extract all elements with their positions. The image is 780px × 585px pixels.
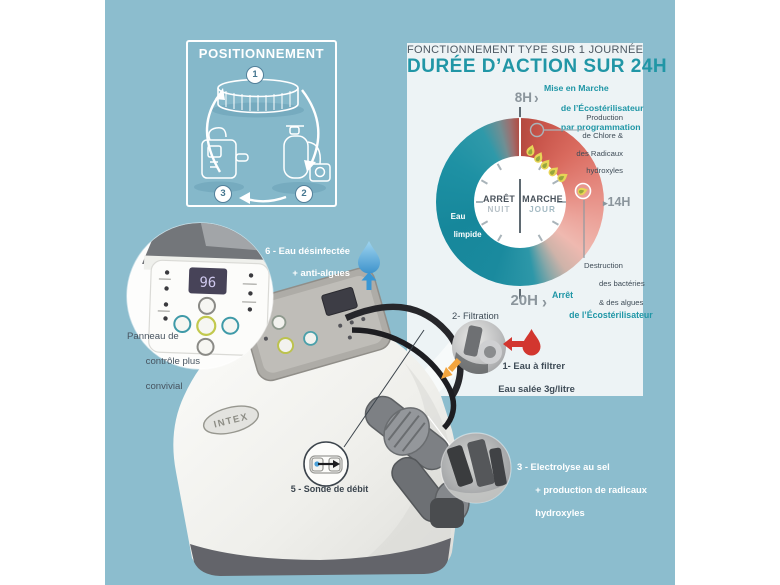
chevron-icon: ›: [534, 88, 539, 108]
control-panel-label: Panneau de contrôle plus convivial: [127, 331, 200, 394]
dial-tick: [557, 201, 566, 203]
water-in-label: 1- Eau à filtrer Eau salée 3g/litre: [480, 360, 575, 394]
water-in-line: Eau salée 3g/litre: [498, 382, 575, 394]
filter-inset: [452, 320, 506, 374]
electrolysis-inset: [440, 432, 512, 504]
water-in-line: 1- Eau à filtrer: [502, 360, 565, 371]
output-cable: [351, 327, 457, 430]
flame-icon: [534, 152, 543, 163]
console-display: [321, 287, 358, 316]
dial-label-jour: JOUR: [529, 204, 556, 214]
inset-button: [196, 337, 215, 356]
flow-sensor-label: 5 - Sonde de débit: [290, 484, 369, 494]
start-line: Mise en Marche: [544, 83, 609, 93]
cycle-arrowheads: [215, 88, 316, 204]
inset-display-value: 96: [199, 275, 216, 292]
production-line: hydroxyles: [586, 166, 623, 176]
panel-label-line: Panneau de: [127, 331, 179, 342]
salt-water-drop-icon: [522, 329, 541, 356]
panel-title: DURÉE D’ACTION SUR 24H: [407, 56, 668, 77]
badge-3: 3: [214, 185, 232, 203]
time-20h: 20H: [510, 292, 538, 309]
chevron-icon: ›: [542, 291, 547, 312]
power-cable: [344, 303, 464, 398]
console-button: [271, 315, 287, 330]
control-panel-inset: 96: [126, 222, 274, 370]
time-8h: 8H: [514, 90, 532, 105]
flame-icon: [557, 173, 568, 183]
drop-icon: [314, 461, 320, 467]
flame-icon: [526, 144, 535, 156]
electrolysis-line: hydroxyles: [535, 507, 585, 519]
flame-icon: [540, 159, 550, 170]
electrolysis-line: 3 - Electrolyse au sel: [517, 461, 610, 472]
time-14h-value: 14H: [607, 195, 631, 209]
dial-label-nuit: NUIT: [487, 204, 511, 214]
stop-annotation: Arrêt de l’Écostérilisateur: [552, 290, 653, 320]
production-line: des Radicaux: [576, 148, 623, 158]
destruction-line: & des algues: [598, 297, 644, 307]
panel-subtitle: FONCTIONNEMENT TYPE SUR 1 JOURNÉE: [407, 44, 644, 56]
limpide-line: limpide: [453, 229, 482, 239]
console-button: [303, 330, 318, 346]
eau-line: Eau: [450, 212, 466, 221]
flame-icon: [548, 167, 559, 177]
water-out-arrow-icon: [361, 272, 377, 290]
production-pointer-circle: [529, 122, 545, 138]
water-in-arrow-icon: [503, 337, 524, 351]
panel-label-line: contrôle plus: [145, 356, 201, 368]
brand-logo: INTEX: [202, 405, 260, 435]
dial-ring-split: [519, 118, 521, 158]
stop-line: de l’Écostérilisateur: [569, 309, 653, 320]
electrolysis-pointer-line: [427, 415, 453, 449]
pointer-triangle-icon: ▸: [603, 198, 608, 208]
disinfected-water-label: 6 - Eau désinfectée + anti-algues: [258, 245, 350, 278]
clean-water-drop-icon: [358, 241, 380, 274]
badge-1: 1: [246, 66, 264, 84]
sand-filter-icon: [283, 125, 331, 182]
dial-divider: [519, 179, 521, 233]
time-14h: ▸14H: [603, 195, 630, 209]
filtration-label: 2- Filtration: [452, 310, 499, 321]
chlorine-flames: [526, 144, 592, 200]
disinfected-line: + anti-algues: [292, 267, 350, 278]
destruction-line: des bactéries: [598, 279, 645, 289]
production-line: Production: [586, 113, 623, 122]
production-annotation: Production de Chlore & des Radicaux hydr…: [538, 113, 623, 176]
circled-flame-icon: [574, 182, 592, 200]
start-line: de l’Écostérilisateur: [560, 102, 644, 113]
dial-label-arret: ARRÊT: [483, 194, 515, 204]
positionnement-title: POSITIONNEMENT: [198, 46, 325, 61]
device-console: [240, 267, 392, 382]
device-base: [190, 538, 451, 576]
dial-tick: [475, 201, 483, 203]
flow-sensor-badge: [303, 441, 349, 487]
flow-sensor-pointer-line: [343, 329, 425, 448]
disinfected-line: 6 - Eau désinfectée: [265, 245, 350, 256]
electrolysis-label: 3 - Electrolyse au sel + production de r…: [517, 461, 647, 519]
production-line: de Chlore &: [582, 130, 623, 140]
start-line: par programmation: [560, 122, 641, 133]
flow-direction-arrow-icon: [441, 357, 462, 379]
inset-button: [196, 315, 217, 336]
inset-button: [173, 315, 192, 334]
console-button: [277, 337, 295, 355]
tick-8h: [519, 107, 521, 117]
electrolysis-line: + production de radicaux: [535, 484, 647, 496]
panel-label-line: convivial: [145, 381, 183, 393]
destruction-line: Destruction: [584, 261, 623, 270]
tick-20h: [519, 289, 521, 299]
stop-line: Arrêt: [552, 290, 574, 300]
inset-display: [188, 267, 228, 295]
inset-button: [221, 316, 240, 335]
dial-label-marche: MARCHE: [522, 194, 563, 204]
badge-2: 2: [295, 185, 313, 203]
destruction-annotation: Destruction des bactéries & des algues: [584, 261, 645, 307]
device-body: [173, 308, 460, 572]
inset-button: [197, 296, 216, 315]
start-annotation: Mise en Marche de l’Écostérilisateur par…: [544, 83, 644, 133]
dial-label-eau-limpide: Eau limpide: [438, 212, 482, 239]
